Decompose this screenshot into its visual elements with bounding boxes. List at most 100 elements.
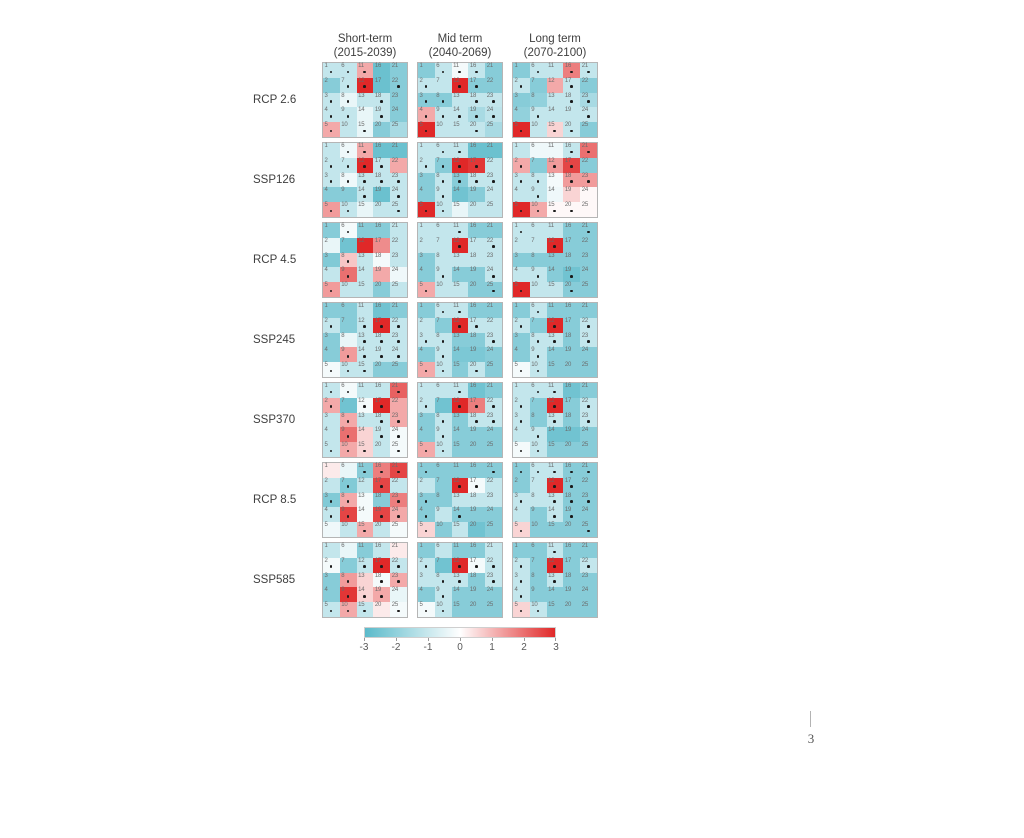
cell-number: 2 [514, 77, 518, 84]
cell-number: 15 [358, 522, 365, 529]
heatmap-cell: 3 [418, 252, 435, 268]
cell-number: 17 [564, 477, 572, 484]
cell-number: 15 [453, 282, 460, 289]
cell-number: 14 [358, 267, 365, 274]
heatmap-cell: 17 [468, 237, 486, 253]
dot-marker-icon [475, 180, 478, 183]
cell-number: 10 [436, 602, 443, 609]
cell-number: 25 [391, 522, 398, 529]
heatmap-cell: 3 [513, 332, 530, 348]
heatmap-cell: 18 [563, 492, 581, 508]
dot-marker-icon [586, 230, 590, 234]
heatmap-cell: 18 [468, 572, 486, 588]
heatmap-cell: 17 [373, 397, 391, 413]
heatmap-cell: 4 [418, 267, 435, 283]
heatmap-cell: 4 [513, 107, 530, 123]
cell-number: 6 [341, 463, 345, 469]
heatmap-cell: 21 [485, 303, 502, 318]
cell-number: 13 [358, 172, 365, 179]
heatmap-cell: 25 [485, 282, 502, 297]
heatmap-cell: 15 [451, 202, 469, 217]
cell-number: 1 [324, 543, 328, 549]
heatmap-cell: 19 [468, 347, 486, 363]
heatmap-cell: 16 [468, 63, 486, 78]
dot-marker-icon [441, 100, 445, 103]
dot-marker-icon [586, 529, 590, 533]
cell-number: 5 [324, 122, 328, 129]
heatmap-grid: 1 2 3 4 5 6 7 8 9 10 11 12 13 14 15 16 17 18 19 20 21 22 23 24 2… [322, 462, 408, 538]
footer-rule [810, 711, 811, 727]
cell-number: 19 [374, 107, 382, 114]
heatmap-cell: 5 [513, 362, 530, 377]
cell-number: 13 [358, 572, 365, 579]
dot-marker-icon [346, 355, 350, 358]
heatmap-cell: 13 [356, 172, 374, 188]
row-label-ssp126: SSP126 [253, 174, 296, 186]
heatmap-cell: 4 [323, 267, 340, 283]
heatmap-cell: 5 [418, 122, 435, 137]
cell-number: 15 [358, 442, 365, 449]
heatmap-cell: 17 [468, 557, 486, 573]
dot-marker-icon [491, 580, 495, 583]
heatmap-cell: 18 [373, 92, 391, 108]
heatmap-cell: 12 [356, 397, 374, 413]
heatmap-cell: 25 [580, 122, 597, 137]
heatmap-cell: 20 [468, 282, 486, 297]
cell-number: 25 [581, 442, 588, 449]
heatmap-cell: 8 [529, 412, 547, 428]
heatmap-cell: 21 [485, 463, 502, 478]
heatmap-cell: 11 [356, 303, 374, 318]
heatmap-cell: 19 [563, 427, 581, 443]
heatmap-cell: 8 [529, 92, 547, 108]
heatmap-cell: 22 [580, 317, 597, 333]
heatmap-cell: 13 [451, 92, 469, 108]
heatmap-cell: 3 [513, 252, 530, 268]
heatmap-cell: 12 [451, 477, 469, 493]
cell-number: 18 [564, 412, 572, 419]
heatmap-cell: 1 [323, 223, 340, 238]
cell-number: 22 [391, 157, 398, 164]
heatmap-cell: 3 [418, 492, 435, 508]
heatmap-grid: 1 2 3 4 5 6 7 8 9 10 11 12 13 14 15 16 17 18 19 20 21 22 23 24 2… [322, 302, 408, 378]
cell-number: 20 [374, 362, 382, 369]
cell-number: 10 [531, 602, 538, 609]
cell-number: 22 [486, 77, 493, 84]
dot-marker-icon [475, 325, 478, 329]
heatmap-cell: 17 [563, 317, 581, 333]
cell-number: 24 [581, 507, 588, 514]
heatmap-cell: 3 [513, 492, 530, 508]
heatmap-cell: 12 [356, 557, 374, 573]
heatmap-cell: 24 [390, 427, 407, 443]
heatmap-cell: 2 [323, 77, 340, 93]
dot-marker-icon [424, 85, 428, 89]
cell-number: 13 [453, 572, 460, 579]
cell-number: 7 [531, 477, 535, 484]
heatmap-cell: 22 [390, 477, 407, 493]
heatmap-cell: 12 [356, 237, 374, 253]
cell-number: 5 [324, 202, 328, 209]
dot-marker-icon [441, 150, 445, 154]
dot-marker-icon [536, 275, 540, 278]
heatmap-cell: 17 [468, 77, 486, 93]
cell-number: 16 [469, 223, 477, 229]
cell-number: 12 [453, 157, 460, 164]
heatmap-cell: 16 [563, 543, 581, 558]
dot-marker-icon [491, 100, 495, 103]
dot-marker-icon [380, 340, 383, 343]
dot-marker-icon [519, 609, 523, 613]
cell-number: 7 [341, 157, 345, 164]
heatmap-cell: 2 [323, 557, 340, 573]
heatmap-cell: 2 [323, 157, 340, 173]
heatmap-cell: 22 [390, 397, 407, 413]
heatmap-cell: 15 [546, 522, 564, 537]
cell-number: 18 [469, 572, 477, 579]
heatmap-cell: 12 [546, 157, 564, 173]
heatmap-grid: 1 2 3 4 5 6 7 8 9 10 11 12 13 14 15 16 17 18 19 20 21 22 23 24 2… [417, 142, 503, 218]
cell-number: 6 [436, 63, 440, 69]
cell-number: 6 [341, 383, 345, 389]
heatmap-cell: 6 [339, 63, 357, 78]
heatmap-cell: 24 [390, 107, 407, 123]
cell-number: 16 [469, 383, 477, 389]
heatmap-cell: 7 [339, 77, 357, 93]
cell-number: 3 [324, 332, 328, 339]
